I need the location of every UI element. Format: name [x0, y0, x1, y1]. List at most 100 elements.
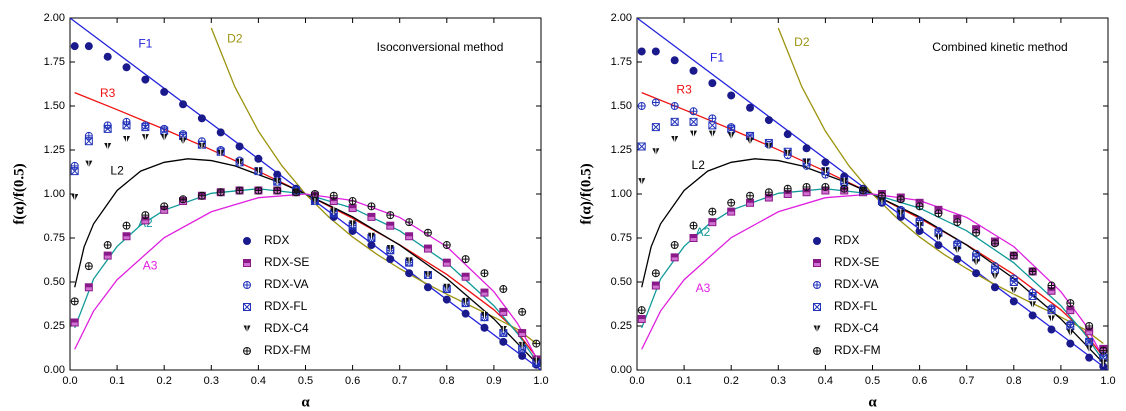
marker-part	[518, 351, 527, 360]
data-point	[689, 66, 698, 75]
marker-part	[123, 222, 131, 230]
y-tick-label: 0.25	[44, 320, 65, 332]
marker-part	[367, 241, 376, 250]
data-point	[70, 297, 79, 306]
data-point	[179, 195, 188, 204]
x-tick-label: 0.3	[771, 375, 786, 387]
data-point	[71, 193, 79, 202]
data-point	[216, 188, 225, 197]
x-tick-label: 0.2	[157, 375, 172, 387]
y-axis-title: f(α)/f(0.5)	[578, 163, 594, 224]
x-axis-title: α	[868, 394, 877, 410]
data-point	[934, 209, 943, 218]
x-tick-label: 0.7	[959, 375, 974, 387]
marker-part	[216, 128, 225, 137]
marker-part	[1028, 292, 1037, 301]
data-point	[141, 123, 150, 132]
data-point	[727, 207, 736, 216]
marker-part	[727, 125, 736, 133]
marker-part	[803, 183, 811, 191]
data-point	[405, 218, 414, 227]
data-point	[70, 42, 79, 51]
data-point	[708, 114, 717, 123]
legend-marker	[813, 281, 821, 289]
marker-part	[122, 121, 131, 130]
curve-label: A2	[696, 225, 711, 239]
marker-part	[934, 209, 942, 217]
marker-part	[690, 234, 698, 238]
marker-part	[727, 208, 735, 212]
data-point	[1009, 297, 1018, 306]
data-point	[783, 130, 792, 139]
x-tick-label: 0.5	[865, 375, 880, 387]
marker-part	[651, 47, 660, 56]
marker-part	[708, 208, 716, 216]
data-point	[1085, 353, 1094, 362]
marker-part	[141, 123, 150, 131]
data-point	[990, 239, 999, 248]
legend-marker	[813, 347, 821, 355]
data-point	[216, 128, 225, 137]
marker-part	[1066, 299, 1074, 307]
marker-part	[84, 137, 93, 146]
data-point	[254, 186, 263, 195]
data-point	[532, 339, 541, 348]
y-tick-label: 1.50	[44, 100, 65, 112]
marker-part	[821, 183, 829, 191]
data-point	[746, 198, 755, 207]
data-point	[84, 137, 93, 146]
panel-title: Combined kinetic method	[932, 40, 1067, 54]
data-point	[461, 309, 470, 318]
marker-part	[708, 121, 717, 130]
data-point	[746, 136, 754, 145]
marker-part	[217, 188, 225, 196]
y-tick-label: 1.00	[611, 188, 632, 200]
marker-part	[103, 124, 112, 133]
x-tick-label: 0.4	[251, 375, 266, 387]
data-point	[141, 211, 150, 220]
y-tick-label: 1.25	[44, 144, 65, 156]
marker-part	[462, 273, 470, 277]
data-point	[670, 102, 679, 110]
marker-part	[990, 283, 999, 292]
marker-part	[70, 42, 79, 51]
x-tick-label: 0.0	[629, 375, 644, 387]
data-point	[821, 158, 830, 167]
data-point	[461, 255, 470, 264]
data-point	[85, 159, 93, 168]
marker-part	[651, 123, 660, 131]
data-point	[367, 231, 375, 240]
marker-part	[638, 306, 646, 314]
y-tick-label: 1.00	[44, 188, 65, 200]
marker-part	[1047, 306, 1056, 315]
marker-part	[330, 192, 338, 200]
data-point	[1047, 325, 1056, 334]
y-tick-label: 2.00	[44, 12, 65, 24]
curve-label: A3	[143, 258, 158, 272]
data-point	[386, 255, 395, 264]
marker-part	[652, 282, 660, 286]
marker-part	[915, 226, 924, 235]
data-point	[689, 107, 698, 116]
marker-part	[671, 102, 679, 110]
legend-label: RDX-SE	[834, 255, 879, 269]
data-point	[532, 356, 540, 365]
data-point	[103, 52, 112, 61]
marker-part	[784, 185, 792, 193]
marker-part	[104, 241, 112, 249]
data-point	[651, 98, 660, 107]
data-point	[670, 253, 679, 262]
data-point	[1099, 358, 1107, 367]
data-point	[637, 47, 646, 56]
marker-part	[764, 116, 773, 125]
y-axis-title: f(α)/f(0.5)	[11, 163, 27, 224]
data-point	[896, 195, 905, 204]
y-tick-label: 0.75	[611, 232, 632, 244]
legend-marker	[813, 259, 821, 267]
data-point	[802, 144, 811, 153]
marker-part	[70, 167, 79, 176]
x-tick-label: 0.0	[62, 375, 77, 387]
data-point	[122, 121, 131, 130]
marker-part	[813, 237, 821, 245]
marker-part	[197, 114, 206, 123]
